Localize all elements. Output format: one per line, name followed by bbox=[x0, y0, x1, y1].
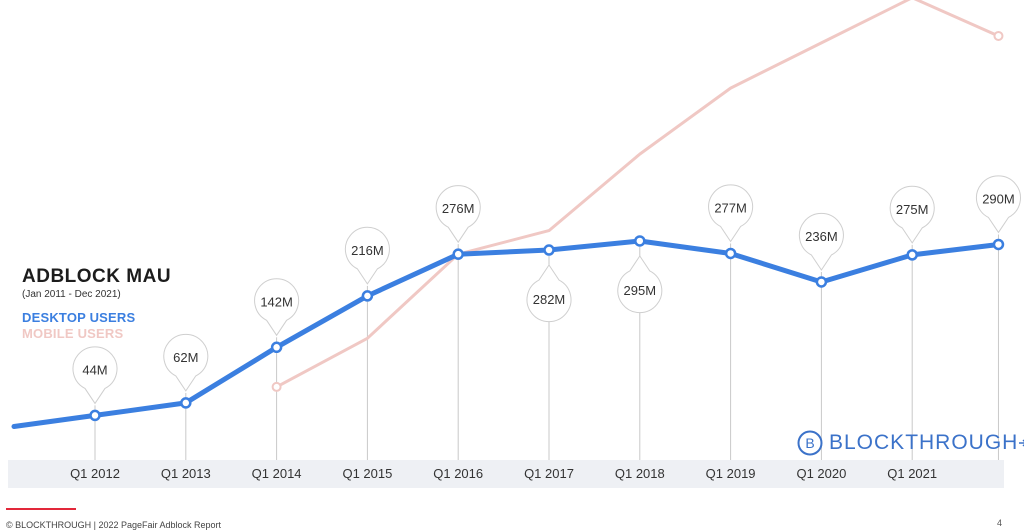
mobile-end-point bbox=[993, 30, 1004, 41]
arrow-right-icon bbox=[1019, 439, 1024, 447]
callout-bubble bbox=[344, 226, 390, 285]
mobile-users-markers bbox=[271, 30, 1004, 392]
chart-subtitle: (Jan 2011 - Dec 2021) bbox=[22, 289, 121, 300]
data-callout: 295M bbox=[617, 255, 663, 313]
x-tick-label: Q1 2013 bbox=[161, 466, 211, 481]
chart-legend: ADBLOCK MAU (Jan 2011 - Dec 2021) DESKTO… bbox=[22, 266, 171, 341]
data-callout: 282M bbox=[526, 264, 572, 323]
data-label: 142M bbox=[260, 294, 293, 309]
data-label: 282M bbox=[533, 292, 566, 307]
mobile-start-point bbox=[271, 381, 282, 392]
data-label: 276M bbox=[442, 201, 475, 216]
desktop-data-point bbox=[270, 341, 283, 354]
data-callout: 44M bbox=[72, 346, 118, 405]
page-number: 4 bbox=[996, 518, 1002, 528]
data-callout: 290M bbox=[976, 175, 1021, 234]
data-callout: 275M bbox=[889, 185, 935, 244]
mobile-users-line bbox=[275, 0, 1000, 389]
x-axis-band bbox=[8, 460, 1004, 488]
desktop-data-point bbox=[906, 249, 918, 261]
desktop-data-point bbox=[452, 248, 464, 260]
callout-bubble bbox=[798, 212, 844, 271]
callout-bubble bbox=[708, 184, 754, 243]
footer-accent-line bbox=[6, 508, 76, 510]
desktop-data-point bbox=[992, 238, 1005, 251]
callout-bubble bbox=[889, 185, 935, 244]
data-label: 216M bbox=[351, 243, 384, 258]
desktop-data-point bbox=[724, 247, 737, 260]
callout-leaders bbox=[94, 234, 999, 460]
x-tick-label: Q1 2015 bbox=[342, 466, 392, 481]
data-callout: 216M bbox=[344, 226, 390, 285]
callout-bubble bbox=[254, 278, 300, 337]
data-callout: 142M bbox=[254, 278, 300, 337]
desktop-users-markers bbox=[89, 235, 1005, 422]
x-axis-tick-labels: Q1 2012 Q1 2013 Q1 2014 Q1 2015 Q1 2016 Q1 20… bbox=[70, 466, 937, 481]
x-tick-label: Q1 2019 bbox=[706, 466, 756, 481]
desktop-data-point bbox=[543, 244, 555, 256]
legend-desktop-users: DESKTOP USERS bbox=[22, 310, 136, 325]
data-callout: 276M bbox=[435, 185, 481, 244]
data-label: 290M bbox=[982, 191, 1015, 206]
x-tick-label: Q1 2018 bbox=[615, 466, 665, 481]
data-label: 62M bbox=[173, 350, 198, 365]
legend-mobile-users: MOBILE USERS bbox=[22, 326, 124, 341]
chart-title: ADBLOCK MAU bbox=[22, 266, 172, 287]
logo-text: BLOCKTHROUGH bbox=[829, 431, 1019, 454]
x-tick-label: Q1 2012 bbox=[70, 466, 120, 481]
data-label: 236M bbox=[805, 229, 838, 244]
callout-bubble bbox=[526, 264, 572, 323]
data-label: 44M bbox=[82, 362, 107, 377]
x-tick-label: Q1 2017 bbox=[524, 466, 574, 481]
x-tick-label: Q1 2014 bbox=[252, 466, 302, 481]
callout-bubble bbox=[72, 346, 118, 405]
x-tick-label: Q1 2016 bbox=[433, 466, 483, 481]
callout-bubble bbox=[163, 333, 209, 392]
data-callout: 277M bbox=[708, 184, 754, 243]
desktop-data-point bbox=[815, 276, 828, 288]
desktop-data-point bbox=[361, 290, 374, 302]
footer-credit: © BLOCKTHROUGH | 2022 PageFair Adblock R… bbox=[6, 520, 222, 530]
x-tick-label: Q1 2021 bbox=[887, 466, 937, 481]
x-tick-label: Q1 2020 bbox=[796, 466, 846, 481]
desktop-data-point bbox=[634, 235, 646, 247]
desktop-data-point bbox=[89, 409, 101, 422]
data-label-callouts: 44M 62M 142M 216M 276M 282M 295M 277M 236M 275M 29… bbox=[72, 175, 1021, 405]
data-callout: 62M bbox=[163, 333, 209, 392]
callout-bubble bbox=[435, 185, 481, 244]
data-callout: 236M bbox=[798, 212, 844, 271]
callout-bubble bbox=[617, 255, 663, 313]
desktop-users-line bbox=[11, 238, 1001, 429]
data-label: 275M bbox=[896, 202, 929, 217]
desktop-data-point bbox=[180, 397, 192, 409]
data-label: 295M bbox=[624, 283, 657, 298]
svg-text:B: B bbox=[805, 435, 814, 451]
blockthrough-logo: B BLOCKTHROUGH bbox=[797, 430, 1024, 456]
data-label: 277M bbox=[714, 200, 747, 215]
b-circle-logo-icon: B bbox=[797, 430, 823, 456]
callout-bubble bbox=[976, 175, 1021, 234]
